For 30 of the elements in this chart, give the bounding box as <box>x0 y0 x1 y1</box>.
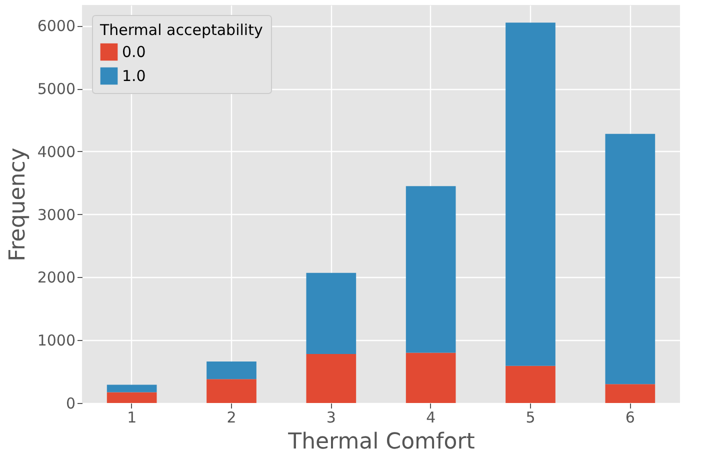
bar <box>506 366 556 403</box>
bar <box>106 392 157 403</box>
x-axis-title: Thermal Comfort <box>287 430 476 454</box>
y-axis-title: Frequency <box>5 148 30 262</box>
bar <box>206 379 256 403</box>
y-tick-label: 0 <box>66 394 76 412</box>
y-tick-label: 1000 <box>37 332 76 350</box>
x-tick-label: 4 <box>426 408 436 426</box>
y-tick-label: 6000 <box>37 17 76 36</box>
legend-title: Thermal acceptability <box>99 21 263 39</box>
bar <box>506 22 556 366</box>
x-tick-label: 5 <box>526 408 536 426</box>
bar <box>206 362 256 380</box>
bar <box>406 352 456 403</box>
y-tick-label: 2000 <box>37 268 76 287</box>
legend-label: 0.0 <box>122 43 146 61</box>
x-tick-label: 2 <box>226 408 236 426</box>
bar <box>605 384 656 403</box>
y-tick-label: 3000 <box>37 206 76 224</box>
bar <box>306 354 356 403</box>
x-tick-label: 3 <box>326 408 336 426</box>
bar <box>106 384 157 392</box>
x-tick-label: 6 <box>625 408 635 426</box>
bar <box>306 272 356 354</box>
x-tick-label: 1 <box>127 408 137 426</box>
y-tick-label: 5000 <box>37 80 76 98</box>
bar <box>605 134 656 384</box>
bar <box>406 186 456 353</box>
y-tick-label: 4000 <box>37 143 76 161</box>
legend-label: 1.0 <box>122 67 146 85</box>
